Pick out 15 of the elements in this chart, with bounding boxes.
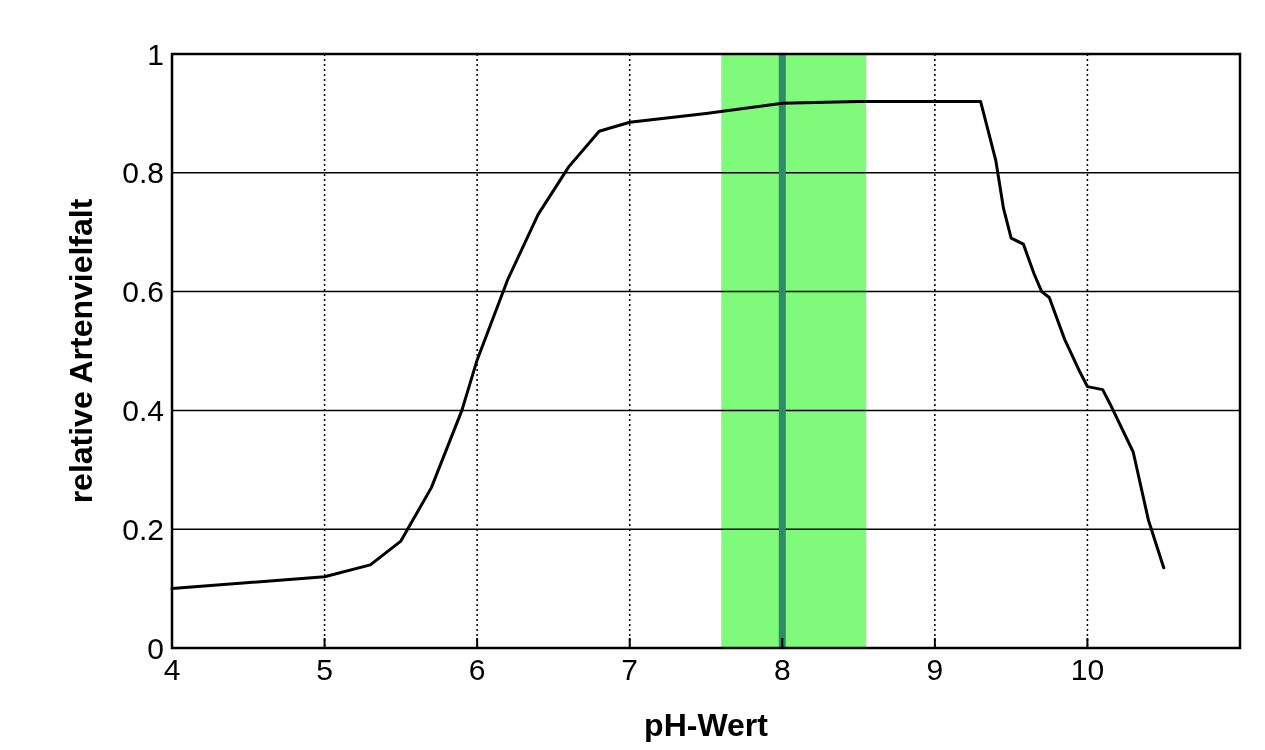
x-tick-label: 7 bbox=[621, 653, 639, 686]
y-tick-label: 0.6 bbox=[122, 275, 164, 309]
y-tick-label: 0.2 bbox=[122, 512, 164, 546]
y-tick-label: 0.8 bbox=[122, 156, 164, 190]
x-tick-label: 9 bbox=[926, 653, 944, 686]
y-tick-label: 0.4 bbox=[122, 393, 164, 427]
x-tick-label: 4 bbox=[163, 653, 181, 686]
x-axis-title: pH-Wert bbox=[644, 707, 769, 743]
y-axis-title: relative Artenvielfalt bbox=[63, 198, 99, 504]
y-tick-label: 0 bbox=[147, 631, 164, 665]
x-tick-label: 10 bbox=[1070, 653, 1105, 686]
x-tick-label: 5 bbox=[316, 653, 333, 686]
x-tick-label: 6 bbox=[468, 653, 486, 686]
y-tick-label: 1 bbox=[147, 37, 164, 71]
x-tick-label: 8 bbox=[773, 653, 791, 686]
